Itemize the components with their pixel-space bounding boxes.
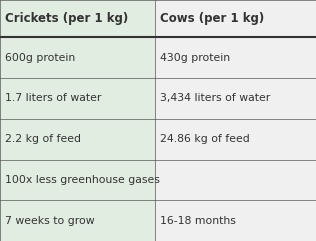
Text: 2.2 kg of feed: 2.2 kg of feed <box>5 134 81 144</box>
Bar <box>0 200 155 241</box>
Text: 430g protein: 430g protein <box>160 53 230 63</box>
Bar <box>0 0 155 37</box>
Bar <box>0 37 155 78</box>
Text: 24.86 kg of feed: 24.86 kg of feed <box>160 134 249 144</box>
Bar <box>0 119 155 160</box>
Bar <box>155 119 316 160</box>
Text: Cows (per 1 kg): Cows (per 1 kg) <box>160 12 264 25</box>
Bar <box>155 0 316 37</box>
Bar <box>0 78 155 119</box>
Text: 3,434 liters of water: 3,434 liters of water <box>160 94 270 103</box>
Text: Crickets (per 1 kg): Crickets (per 1 kg) <box>5 12 128 25</box>
Bar <box>155 160 316 200</box>
Bar <box>155 78 316 119</box>
Bar <box>155 200 316 241</box>
Bar <box>0 160 155 200</box>
Text: 16-18 months: 16-18 months <box>160 216 235 226</box>
Text: 7 weeks to grow: 7 weeks to grow <box>5 216 94 226</box>
Text: 1.7 liters of water: 1.7 liters of water <box>5 94 101 103</box>
Text: 100x less greenhouse gases: 100x less greenhouse gases <box>5 175 160 185</box>
Bar <box>155 37 316 78</box>
Text: 600g protein: 600g protein <box>5 53 75 63</box>
